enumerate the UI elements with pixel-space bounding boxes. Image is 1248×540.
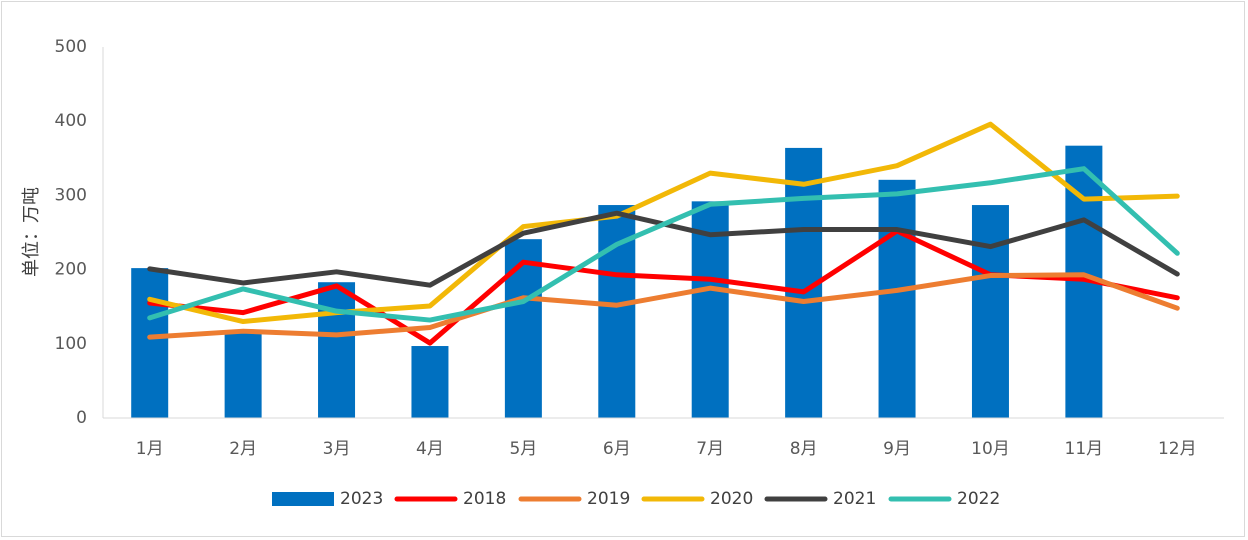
x-tick-9: 9月 (883, 439, 911, 459)
line-series-group (147, 121, 1180, 346)
x-tick-1: 1月 (136, 439, 164, 459)
x-tick-2: 2月 (229, 439, 257, 459)
x-tick-4: 4月 (416, 439, 444, 459)
bar-2023-2 (224, 332, 262, 418)
y-axis-label: 单位：万吨 (21, 187, 42, 277)
line-series-2020 (147, 121, 1180, 325)
y-tick-500: 500 (55, 37, 87, 57)
line-series-2018 (147, 228, 1180, 346)
bar-2023-10 (971, 205, 1009, 418)
legend-label-2021: 2021 (833, 489, 876, 509)
x-tick-7: 7月 (696, 439, 724, 459)
line-series-2022 (147, 166, 1180, 323)
x-tick-12: 12月 (1158, 439, 1197, 459)
bar-2023-1 (131, 268, 169, 418)
bar-2023-9 (878, 179, 916, 418)
y-tick-300: 300 (55, 185, 87, 205)
x-tick-8: 8月 (790, 439, 818, 459)
y-tick-labels: 0 100 200 300 400 500 (55, 37, 87, 428)
legend-label-2022: 2022 (957, 489, 1000, 509)
legend-label-2019: 2019 (587, 489, 630, 509)
y-tick-400: 400 (55, 111, 87, 131)
bar-series-2023 (131, 145, 1103, 419)
bar-2023-4 (411, 346, 449, 418)
legend-label-2018: 2018 (463, 489, 506, 509)
x-tick-labels: 1月 2月 3月 4月 5月 6月 7月 8月 9月 10月 11月 12月 (136, 439, 1197, 459)
bar-2023-5 (504, 239, 542, 418)
y-tick-0: 0 (76, 408, 87, 428)
x-tick-11: 11月 (1065, 439, 1104, 459)
y-tick-200: 200 (55, 260, 87, 280)
legend-swatch-2023 (272, 492, 334, 506)
legend-label-2023: 2023 (340, 489, 383, 509)
axes (102, 47, 1224, 419)
bar-2023-3 (318, 282, 356, 418)
x-tick-6: 6月 (603, 439, 631, 459)
legend: 2023 2018 2019 2020 2021 2022 (272, 489, 1000, 509)
y-tick-100: 100 (55, 334, 87, 354)
legend-label-2020: 2020 (710, 489, 753, 509)
x-tick-5: 5月 (509, 439, 537, 459)
x-tick-3: 3月 (323, 439, 351, 459)
x-tick-10: 10月 (971, 439, 1010, 459)
line-series-2019 (147, 272, 1180, 340)
bar-2023-7 (691, 201, 729, 418)
